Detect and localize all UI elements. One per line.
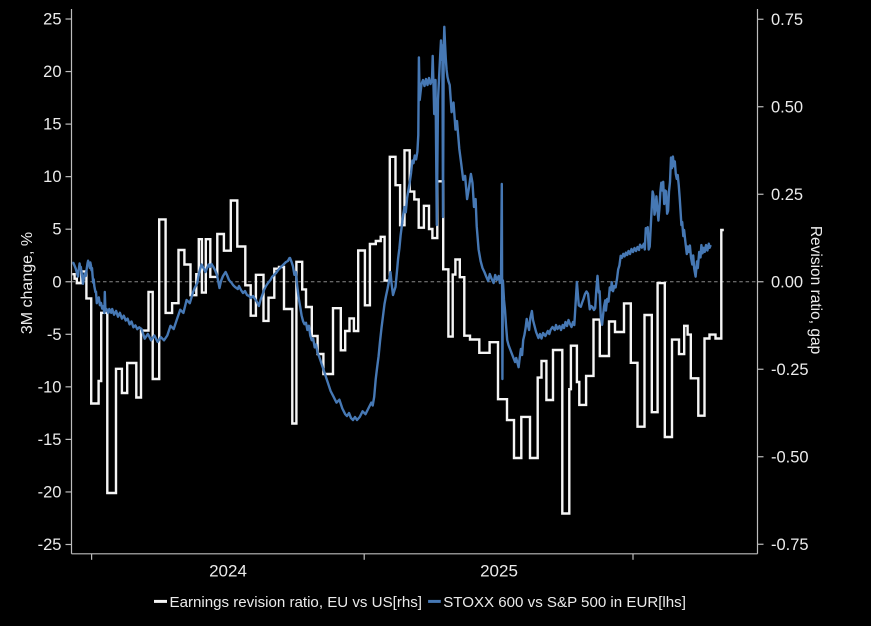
- svg-text:-25: -25: [38, 536, 62, 554]
- svg-text:0.00: 0.00: [771, 273, 803, 291]
- svg-text:-0.75: -0.75: [771, 536, 809, 554]
- svg-text:STOXX 600 vs S&P 500 in EUR[lh: STOXX 600 vs S&P 500 in EUR[lhs]: [443, 594, 686, 611]
- svg-text:15: 15: [43, 116, 61, 134]
- svg-text:20: 20: [43, 63, 61, 81]
- svg-text:5: 5: [52, 221, 61, 239]
- svg-text:-10: -10: [38, 378, 62, 396]
- svg-text:0: 0: [52, 273, 61, 291]
- svg-text:3M change, %: 3M change, %: [19, 232, 36, 334]
- svg-text:-0.25: -0.25: [771, 361, 809, 379]
- svg-text:-20: -20: [38, 483, 62, 501]
- svg-text:0.25: 0.25: [771, 186, 803, 204]
- svg-text:2025: 2025: [480, 562, 518, 581]
- svg-text:10: 10: [43, 168, 61, 186]
- svg-text:0.75: 0.75: [771, 11, 803, 29]
- svg-text:2024: 2024: [209, 562, 247, 581]
- svg-text:-0.50: -0.50: [771, 448, 809, 466]
- svg-text:-5: -5: [47, 326, 62, 344]
- svg-text:Earnings revision ratio, EU vs: Earnings revision ratio, EU vs US[rhs]: [170, 594, 423, 611]
- svg-text:Revision ratio, gap: Revision ratio, gap: [807, 226, 824, 354]
- svg-text:25: 25: [43, 11, 61, 29]
- svg-text:-15: -15: [38, 431, 62, 449]
- svg-text:0.50: 0.50: [771, 98, 803, 116]
